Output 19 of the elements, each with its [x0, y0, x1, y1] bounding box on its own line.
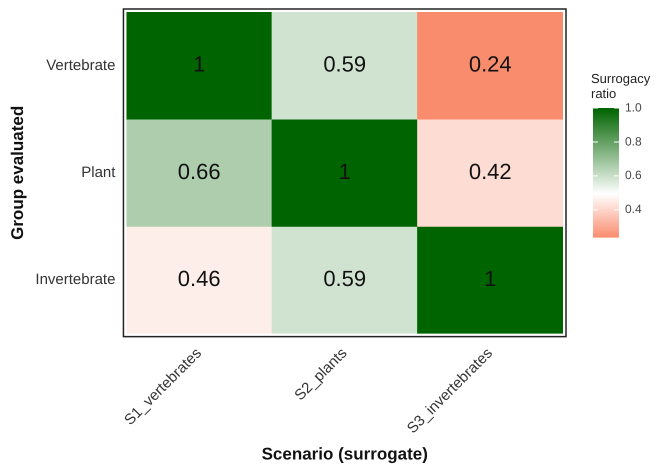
data-label: 0.59: [323, 52, 366, 77]
data-label: 1: [484, 266, 496, 292]
x-axis-title: Scenario (surrogate): [262, 444, 428, 464]
data-label: 0.59: [323, 266, 366, 292]
color-bar-label: 0.6: [625, 168, 642, 182]
data-label: 0.42: [468, 158, 512, 184]
data-label: 1: [338, 158, 351, 184]
color-bar-label: 1.0: [625, 100, 642, 114]
color-bar-label: 0.4: [625, 202, 642, 216]
data-label: 0.46: [178, 266, 221, 292]
color-bar-title: Surrogacy ratio: [591, 71, 651, 101]
y-tick-label: Invertebrate: [35, 271, 116, 288]
data-label: 1: [193, 52, 206, 77]
y-tick-label: Vertebrate: [46, 56, 116, 74]
data-label: 0.24: [468, 52, 512, 77]
y-tick-label: Plant: [81, 164, 116, 181]
data-label: 0.66: [178, 158, 221, 184]
y-axis-title: Group evaluated: [8, 106, 27, 240]
color-bar-label: 0.8: [625, 134, 642, 148]
